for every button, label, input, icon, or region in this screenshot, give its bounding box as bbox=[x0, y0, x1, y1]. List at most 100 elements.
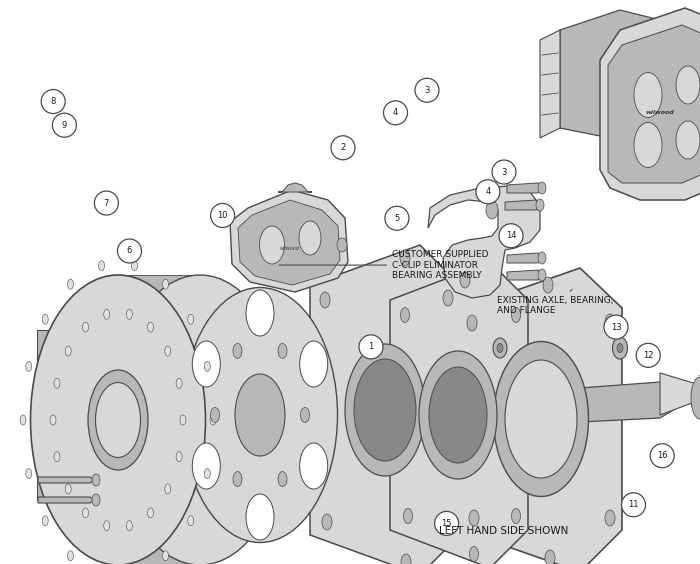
Circle shape bbox=[359, 335, 383, 359]
Ellipse shape bbox=[148, 508, 153, 518]
Ellipse shape bbox=[354, 359, 416, 461]
Ellipse shape bbox=[538, 252, 546, 264]
Ellipse shape bbox=[617, 343, 623, 352]
Text: 16: 16 bbox=[657, 451, 668, 460]
Circle shape bbox=[650, 444, 674, 468]
Ellipse shape bbox=[188, 314, 194, 324]
Ellipse shape bbox=[493, 338, 507, 358]
Ellipse shape bbox=[634, 73, 662, 117]
Ellipse shape bbox=[443, 514, 453, 530]
Circle shape bbox=[52, 113, 76, 137]
Ellipse shape bbox=[536, 199, 544, 211]
Ellipse shape bbox=[65, 346, 71, 356]
Ellipse shape bbox=[300, 408, 309, 422]
Ellipse shape bbox=[233, 343, 242, 358]
Ellipse shape bbox=[68, 387, 96, 443]
Ellipse shape bbox=[42, 515, 48, 526]
Polygon shape bbox=[428, 186, 540, 298]
Text: CUSTOMER SUPPLIED
C-CLIP ELIMINATOR
BEARING ASSEMBLY: CUSTOMER SUPPLIED C-CLIP ELIMINATOR BEAR… bbox=[279, 250, 489, 280]
Polygon shape bbox=[38, 497, 94, 503]
Ellipse shape bbox=[235, 374, 285, 456]
Ellipse shape bbox=[67, 279, 74, 289]
Circle shape bbox=[604, 315, 628, 339]
Ellipse shape bbox=[88, 370, 148, 470]
Polygon shape bbox=[390, 262, 528, 564]
Ellipse shape bbox=[84, 464, 97, 472]
Ellipse shape bbox=[132, 261, 137, 271]
Ellipse shape bbox=[467, 315, 477, 331]
Ellipse shape bbox=[66, 464, 80, 472]
Ellipse shape bbox=[246, 290, 274, 336]
Ellipse shape bbox=[676, 66, 700, 104]
Ellipse shape bbox=[65, 484, 71, 494]
Circle shape bbox=[636, 343, 660, 367]
Text: 10: 10 bbox=[217, 211, 228, 220]
Ellipse shape bbox=[188, 515, 194, 526]
Text: 5: 5 bbox=[394, 214, 400, 223]
Circle shape bbox=[435, 512, 458, 535]
Text: LEFT HAND SIDE SHOWN: LEFT HAND SIDE SHOWN bbox=[440, 526, 568, 536]
Ellipse shape bbox=[106, 408, 113, 422]
Ellipse shape bbox=[543, 277, 553, 293]
Ellipse shape bbox=[148, 322, 153, 332]
Ellipse shape bbox=[345, 344, 425, 476]
Ellipse shape bbox=[691, 377, 700, 419]
Polygon shape bbox=[507, 183, 542, 193]
Polygon shape bbox=[310, 245, 460, 564]
Ellipse shape bbox=[460, 272, 470, 288]
Ellipse shape bbox=[211, 408, 220, 422]
Ellipse shape bbox=[104, 310, 110, 319]
Ellipse shape bbox=[95, 382, 141, 457]
Circle shape bbox=[385, 206, 409, 230]
Text: 7: 7 bbox=[104, 199, 109, 208]
Polygon shape bbox=[660, 373, 700, 415]
Ellipse shape bbox=[126, 310, 132, 319]
Ellipse shape bbox=[443, 290, 453, 306]
Ellipse shape bbox=[31, 275, 206, 564]
Ellipse shape bbox=[164, 346, 171, 356]
Ellipse shape bbox=[605, 314, 615, 330]
Ellipse shape bbox=[54, 452, 60, 462]
Polygon shape bbox=[38, 477, 94, 483]
Text: 3: 3 bbox=[501, 168, 507, 177]
Polygon shape bbox=[460, 268, 622, 564]
Text: wilwood: wilwood bbox=[280, 245, 300, 250]
Ellipse shape bbox=[233, 472, 242, 487]
Ellipse shape bbox=[193, 443, 220, 489]
Ellipse shape bbox=[26, 362, 32, 371]
Ellipse shape bbox=[634, 122, 662, 168]
Ellipse shape bbox=[193, 341, 220, 387]
Text: 4: 4 bbox=[485, 187, 491, 196]
Ellipse shape bbox=[538, 182, 546, 194]
Text: 15: 15 bbox=[442, 519, 452, 528]
Ellipse shape bbox=[92, 494, 100, 506]
Ellipse shape bbox=[320, 292, 330, 308]
Ellipse shape bbox=[26, 469, 32, 479]
Circle shape bbox=[211, 204, 234, 227]
Ellipse shape bbox=[54, 378, 60, 389]
Ellipse shape bbox=[400, 307, 410, 323]
Ellipse shape bbox=[322, 514, 332, 530]
Ellipse shape bbox=[20, 415, 26, 425]
Text: 3: 3 bbox=[424, 86, 430, 95]
Ellipse shape bbox=[63, 377, 101, 453]
Text: EXISTING AXLE, BEARING,
AND FLANGE: EXISTING AXLE, BEARING, AND FLANGE bbox=[497, 289, 613, 315]
Text: 9: 9 bbox=[62, 121, 67, 130]
Ellipse shape bbox=[176, 378, 182, 389]
Circle shape bbox=[622, 493, 645, 517]
Polygon shape bbox=[37, 330, 127, 500]
Ellipse shape bbox=[512, 509, 521, 523]
Polygon shape bbox=[505, 200, 540, 210]
Ellipse shape bbox=[278, 343, 287, 358]
Ellipse shape bbox=[246, 494, 274, 540]
Circle shape bbox=[476, 180, 500, 204]
Circle shape bbox=[331, 136, 355, 160]
Ellipse shape bbox=[403, 509, 412, 523]
Ellipse shape bbox=[260, 226, 284, 264]
Polygon shape bbox=[560, 10, 660, 140]
Ellipse shape bbox=[468, 268, 477, 284]
Ellipse shape bbox=[299, 221, 321, 255]
Polygon shape bbox=[420, 382, 690, 430]
Ellipse shape bbox=[470, 547, 479, 562]
Text: 8: 8 bbox=[50, 97, 56, 106]
